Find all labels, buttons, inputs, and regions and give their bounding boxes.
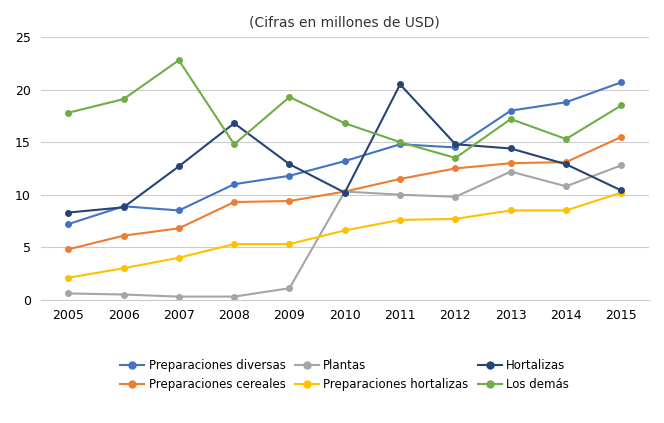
Title: (Cifras en millones de USD): (Cifras en millones de USD) xyxy=(250,15,440,29)
Legend: Preparaciones diversas, Preparaciones cereales, Plantas, Preparaciones hortaliza: Preparaciones diversas, Preparaciones ce… xyxy=(114,353,575,397)
